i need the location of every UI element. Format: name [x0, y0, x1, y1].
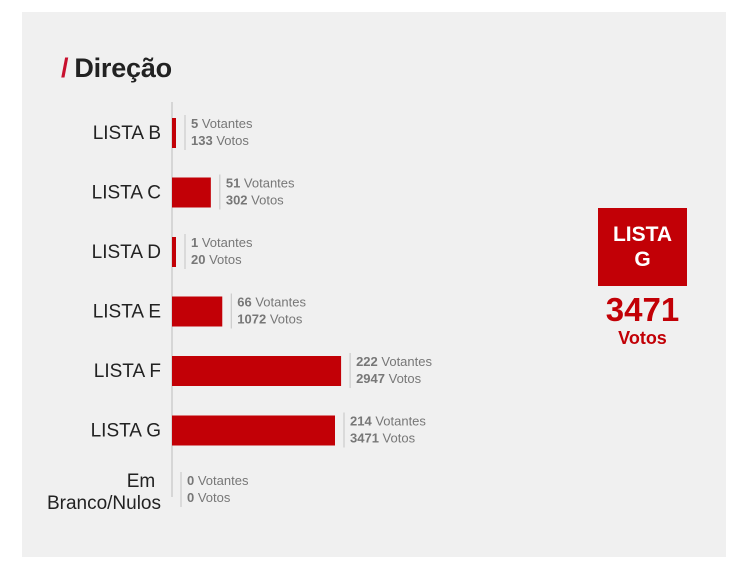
category-label: Em Branco/Nulos	[47, 471, 161, 514]
bar	[172, 415, 335, 446]
votantes-label: 1 Votantes	[191, 235, 253, 250]
votos-label: 133 Votos	[191, 133, 249, 148]
votos-label: 3471 Votos	[350, 431, 416, 446]
bar	[172, 237, 176, 267]
votos-label: 0 Votos	[187, 490, 231, 505]
page-title: / Direção	[61, 53, 172, 84]
winner-votes-number: 3471	[605, 291, 680, 328]
bar	[172, 296, 223, 327]
votos-label: 20 Votos	[191, 252, 242, 267]
votantes-label: 5 Votantes	[191, 116, 253, 131]
winner-votes-label: Votos	[618, 328, 667, 348]
title-slash: /	[61, 53, 69, 83]
category-label: LISTA E	[93, 302, 161, 323]
votos-label: 302 Votos	[226, 193, 284, 208]
category-label: LISTA B	[93, 123, 161, 144]
results-chart: LISTA B 5 Votantes 133 Votos LISTA C 51 Vota…	[47, 102, 433, 514]
votantes-label: 214 Votantes	[350, 414, 426, 429]
votantes-label: 66 Votantes	[237, 295, 306, 310]
category-label: LISTA C	[92, 183, 161, 204]
bar	[172, 177, 211, 208]
winner-label: LISTA G	[612, 222, 673, 271]
votos-label: 2947 Votos	[356, 371, 422, 386]
bar	[172, 356, 342, 386]
category-label: LISTA G	[91, 421, 161, 442]
votantes-label: 222 Votantes	[356, 354, 432, 369]
winner-votes: 3471 Votos	[582, 291, 703, 349]
bar	[172, 118, 176, 148]
votantes-label: 51 Votantes	[226, 176, 295, 191]
winner-badge: LISTA G	[598, 208, 687, 286]
votos-label: 1072 Votos	[237, 312, 303, 327]
category-label: LISTA D	[92, 242, 161, 263]
category-label: LISTA F	[94, 361, 161, 382]
votantes-label: 0 Votantes	[187, 473, 249, 488]
title-text: Direção	[74, 53, 172, 83]
